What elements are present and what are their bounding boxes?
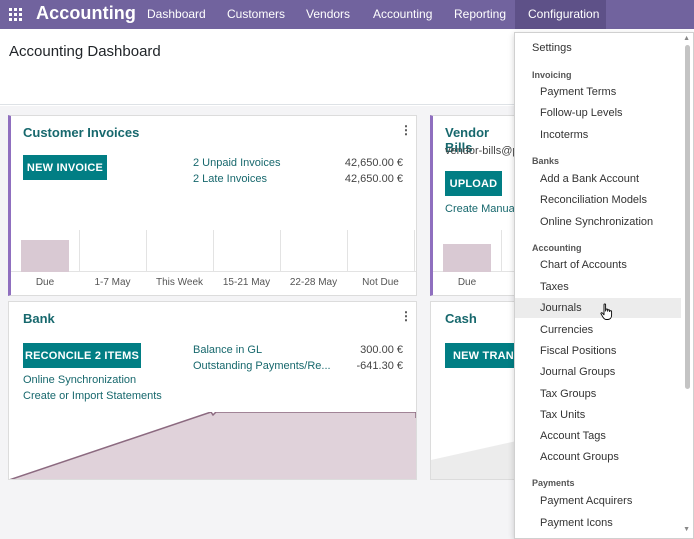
- graph-bar[interactable]: [443, 244, 491, 272]
- dropdown-item-payment-acquirers[interactable]: Payment Acquirers: [540, 495, 633, 507]
- dropdown-header-invoicing: Invoicing: [532, 70, 572, 80]
- graph-gridline: [501, 230, 502, 272]
- balance-gl-amount: 300.00 €: [360, 344, 403, 356]
- graph-gridline: [280, 230, 281, 272]
- graph-tick-label: This Week: [155, 277, 204, 288]
- dropdown-item-chart-of-accounts[interactable]: Chart of Accounts: [540, 259, 627, 271]
- hand-cursor-icon: [600, 303, 613, 320]
- scroll-down-arrow-icon[interactable]: ▼: [683, 526, 690, 533]
- app-brand[interactable]: Accounting: [36, 3, 136, 23]
- graph-tick-label: Due: [35, 277, 55, 288]
- dropdown-item-account-groups[interactable]: Account Groups: [540, 451, 619, 463]
- import-statements-link[interactable]: Create or Import Statements: [23, 390, 162, 402]
- scroll-up-arrow-icon[interactable]: ▲: [683, 35, 690, 42]
- cash-card: Cash NEW TRANS: [430, 301, 520, 480]
- customer-invoices-card: Customer Invoices ⋮ NEW INVOICE 2 Unpaid…: [8, 115, 417, 296]
- dropdown-item-taxes[interactable]: Taxes: [540, 281, 569, 293]
- dropdown-item-tax-groups[interactable]: Tax Groups: [540, 388, 597, 400]
- dropdown-header-payments: Payments: [532, 478, 575, 488]
- cash-graph[interactable]: [431, 412, 520, 480]
- graph-area: [431, 440, 519, 479]
- vendor-bills-email: vendor-bills@p: [445, 145, 519, 157]
- graph-gridline: [347, 230, 348, 272]
- reconcile-items-button[interactable]: RECONCILE 2 ITEMS: [23, 343, 141, 368]
- dropdown-item-tax-units[interactable]: Tax Units: [540, 409, 586, 421]
- dropdown-scrollbar[interactable]: [685, 45, 690, 389]
- active-menu-highlight: [515, 0, 606, 29]
- dropdown-header-banks: Banks: [532, 156, 560, 166]
- graph-area: [11, 412, 416, 479]
- menu-dashboard[interactable]: Dashboard: [147, 7, 206, 21]
- configuration-dropdown: Settings Invoicing Payment Terms Follow-…: [514, 32, 694, 539]
- dropdown-item-journals[interactable]: Journals: [515, 298, 681, 318]
- dropdown-item-account-tags[interactable]: Account Tags: [540, 430, 606, 442]
- late-invoices-link[interactable]: 2 Late Invoices: [193, 173, 267, 185]
- dropdown-item-add-bank-account[interactable]: Add a Bank Account: [540, 173, 640, 185]
- graph-bar[interactable]: [21, 240, 69, 272]
- graph-tick-label: 22-28 May: [289, 277, 338, 288]
- page-title: Accounting Dashboard: [9, 43, 161, 60]
- graph-gridline: [414, 230, 415, 272]
- dropdown-header-accounting: Accounting: [532, 243, 582, 253]
- create-manual-link[interactable]: Create Manual: [445, 203, 518, 215]
- bank-card: Bank ⋮ RECONCILE 2 ITEMS Online Synchron…: [8, 301, 417, 480]
- outstanding-payments-amount: -641.30 €: [356, 360, 403, 372]
- dropdown-item-journal-groups[interactable]: Journal Groups: [540, 366, 616, 378]
- bills-graph[interactable]: [433, 230, 519, 272]
- graph-gridline: [146, 230, 147, 272]
- bank-balance-graph[interactable]: [9, 412, 417, 480]
- dropdown-item-payment-terms[interactable]: Payment Terms: [540, 86, 617, 98]
- online-synchronization-link[interactable]: Online Synchronization: [23, 374, 137, 386]
- menu-reporting[interactable]: Reporting: [454, 7, 507, 21]
- late-amount: 42,650.00 €: [344, 173, 403, 185]
- dropdown-item-fiscal-positions[interactable]: Fiscal Positions: [540, 345, 617, 357]
- graph-gridline: [213, 230, 214, 272]
- top-navbar: Accounting Dashboard Customers Vendors A…: [0, 0, 694, 29]
- dropdown-item-follow-up-levels[interactable]: Follow-up Levels: [540, 107, 623, 119]
- invoices-graph[interactable]: [11, 230, 416, 272]
- outstanding-payments-label[interactable]: Outstanding Payments/Re...: [193, 360, 331, 372]
- dropdown-item-settings[interactable]: Settings: [532, 42, 572, 54]
- new-invoice-button[interactable]: NEW INVOICE: [23, 155, 107, 180]
- menu-configuration[interactable]: Configuration: [528, 7, 600, 21]
- graph-tick-label: 1-7 May: [94, 277, 131, 288]
- graph-line: [9, 412, 416, 479]
- graph-tick-label: 15-21 May: [222, 277, 271, 288]
- card-title[interactable]: Vendor Bills: [445, 125, 490, 155]
- card-title[interactable]: Customer Invoices: [23, 125, 140, 140]
- menu-vendors[interactable]: Vendors: [306, 7, 351, 21]
- dropdown-item-online-synchronization[interactable]: Online Synchronization: [540, 216, 654, 228]
- new-transaction-button[interactable]: NEW TRANS: [445, 343, 519, 368]
- kebab-menu-icon[interactable]: ⋮: [400, 123, 412, 137]
- menu-accounting[interactable]: Accounting: [373, 7, 433, 21]
- card-title[interactable]: Cash: [445, 311, 477, 326]
- card-title[interactable]: Bank: [23, 311, 55, 326]
- kebab-menu-icon[interactable]: ⋮: [400, 309, 412, 323]
- grid-icon[interactable]: [9, 8, 22, 21]
- unpaid-invoices-link[interactable]: 2 Unpaid Invoices: [193, 157, 281, 169]
- graph-gridline: [79, 230, 80, 272]
- unpaid-amount: 42,650.00 €: [344, 157, 403, 169]
- graph-tick-label: Due: [457, 277, 477, 288]
- upload-button[interactable]: UPLOAD: [445, 171, 502, 196]
- dropdown-item-reconciliation-models[interactable]: Reconciliation Models: [540, 194, 647, 206]
- dropdown-item-payment-icons[interactable]: Payment Icons: [540, 517, 613, 529]
- vendor-bills-card: Vendor Bills vendor-bills@p UPLOAD Creat…: [430, 115, 520, 296]
- graph-tick-label: Not Due: [362, 277, 399, 288]
- dropdown-item-incoterms[interactable]: Incoterms: [540, 129, 589, 141]
- dropdown-item-currencies[interactable]: Currencies: [540, 324, 594, 336]
- balance-gl-label[interactable]: Balance in GL: [193, 344, 263, 356]
- menu-customers[interactable]: Customers: [227, 7, 286, 21]
